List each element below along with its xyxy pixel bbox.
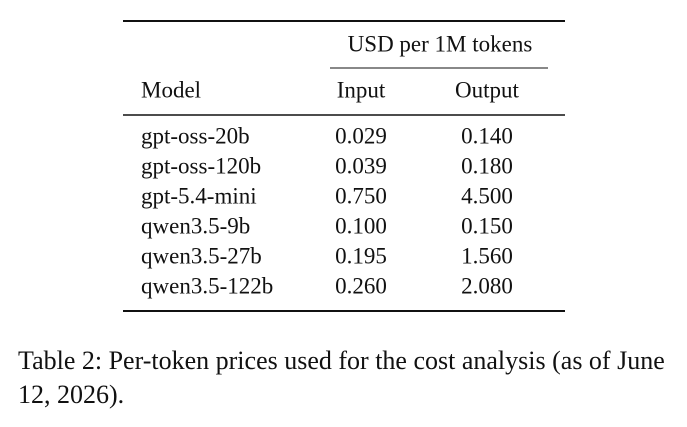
price-cell: 0.180 xyxy=(461,153,513,178)
price-cell: 2.080 xyxy=(461,273,513,298)
price-cell: 0.750 xyxy=(335,183,387,208)
column-header: Model xyxy=(141,77,201,102)
group-header: USD per 1M tokens xyxy=(348,31,533,56)
price-cell: 0.039 xyxy=(335,153,387,178)
model-name: gpt-oss-20b xyxy=(141,123,250,148)
model-name: qwen3.5-27b xyxy=(141,243,262,268)
price-cell: 0.150 xyxy=(461,213,513,238)
price-cell: 1.560 xyxy=(461,243,513,268)
price-cell: 0.195 xyxy=(335,243,387,268)
price-cell: 0.140 xyxy=(461,123,513,148)
price-cell: 0.100 xyxy=(335,213,387,238)
table: USD per 1M tokens Model Input Output gpt-os… xyxy=(123,20,565,312)
column-header: Output xyxy=(455,77,520,102)
column-header: Input xyxy=(337,77,386,102)
model-name: qwen3.5-9b xyxy=(141,213,250,238)
model-name: gpt-5.4-mini xyxy=(141,183,257,208)
price-cell: 0.260 xyxy=(335,273,387,298)
model-name: qwen3.5-122b xyxy=(141,273,273,298)
price-cell: 0.029 xyxy=(335,123,387,148)
model-name: gpt-oss-120b xyxy=(141,153,261,178)
price-cell: 4.500 xyxy=(461,183,513,208)
caption: Table 2: Per-token prices used for the c… xyxy=(18,346,665,409)
